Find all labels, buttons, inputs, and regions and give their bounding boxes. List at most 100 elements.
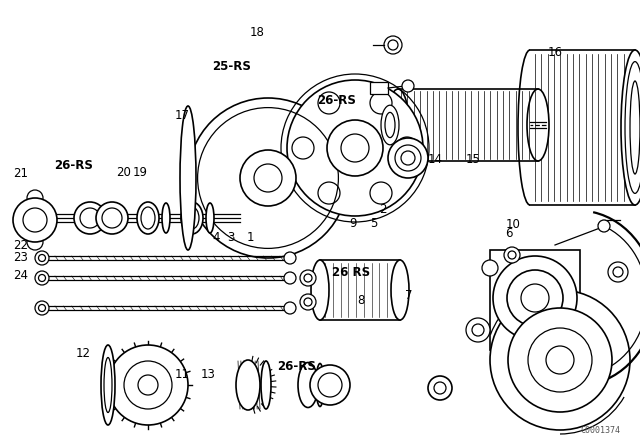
Circle shape [395, 145, 421, 171]
Circle shape [287, 80, 423, 216]
Text: 2: 2 [380, 203, 387, 216]
Circle shape [96, 202, 128, 234]
Circle shape [124, 361, 172, 409]
Circle shape [507, 270, 563, 326]
Ellipse shape [625, 62, 640, 194]
Text: 3: 3 [227, 231, 235, 244]
Circle shape [38, 275, 45, 281]
Circle shape [304, 274, 312, 282]
Text: 9: 9 [349, 216, 356, 230]
Circle shape [546, 346, 574, 374]
Ellipse shape [137, 202, 159, 234]
Text: 10: 10 [506, 217, 520, 231]
Circle shape [490, 290, 630, 430]
Circle shape [472, 324, 484, 336]
Ellipse shape [104, 358, 112, 413]
Ellipse shape [318, 182, 340, 204]
Ellipse shape [311, 260, 329, 320]
Ellipse shape [206, 203, 214, 233]
Text: 15: 15 [466, 152, 481, 166]
Ellipse shape [318, 92, 340, 114]
Circle shape [493, 256, 577, 340]
Text: 5: 5 [370, 216, 378, 230]
Circle shape [598, 220, 610, 232]
Text: 26-RS: 26-RS [54, 159, 93, 172]
Circle shape [300, 294, 316, 310]
Ellipse shape [621, 50, 640, 205]
Circle shape [284, 272, 296, 284]
Circle shape [254, 164, 282, 192]
Ellipse shape [101, 345, 115, 425]
Text: 26-RS: 26-RS [277, 360, 316, 373]
Circle shape [434, 382, 446, 394]
Ellipse shape [630, 81, 640, 174]
Text: 16: 16 [547, 46, 562, 60]
Ellipse shape [381, 105, 399, 145]
Ellipse shape [292, 137, 314, 159]
Text: 21: 21 [13, 167, 28, 181]
Text: 14: 14 [428, 152, 442, 166]
Circle shape [318, 373, 342, 397]
Text: 26 RS: 26 RS [332, 266, 370, 279]
Circle shape [310, 365, 350, 405]
Text: C0001374: C0001374 [580, 426, 620, 435]
Text: 23: 23 [13, 251, 28, 264]
Circle shape [508, 251, 516, 259]
Circle shape [341, 134, 369, 162]
Circle shape [138, 375, 158, 395]
Circle shape [35, 301, 49, 315]
Ellipse shape [527, 89, 549, 161]
Ellipse shape [181, 202, 203, 234]
Circle shape [108, 345, 188, 425]
Circle shape [327, 120, 383, 176]
Circle shape [300, 270, 316, 286]
Circle shape [508, 308, 612, 412]
Circle shape [521, 284, 549, 312]
Circle shape [428, 376, 452, 400]
Ellipse shape [370, 182, 392, 204]
Circle shape [402, 80, 414, 92]
Circle shape [102, 208, 122, 228]
Ellipse shape [141, 207, 155, 229]
Circle shape [613, 267, 623, 277]
Text: 11: 11 [175, 367, 189, 381]
Ellipse shape [370, 92, 392, 114]
Circle shape [304, 298, 312, 306]
Circle shape [35, 271, 49, 285]
Circle shape [23, 208, 47, 232]
Circle shape [38, 305, 45, 311]
Circle shape [528, 328, 592, 392]
Text: 20: 20 [116, 166, 131, 179]
Ellipse shape [396, 137, 418, 159]
Circle shape [482, 260, 498, 276]
Circle shape [388, 138, 428, 178]
Text: 25-RS: 25-RS [212, 60, 252, 73]
Ellipse shape [385, 112, 395, 138]
Circle shape [388, 40, 398, 50]
Circle shape [284, 252, 296, 264]
Circle shape [504, 247, 520, 263]
Circle shape [608, 262, 628, 282]
Circle shape [80, 208, 100, 228]
Text: 18: 18 [250, 26, 264, 39]
Text: 1: 1 [246, 231, 254, 244]
Ellipse shape [387, 89, 409, 161]
Text: 7: 7 [405, 289, 413, 302]
Circle shape [74, 202, 106, 234]
Text: 22: 22 [13, 239, 28, 252]
Circle shape [188, 98, 348, 258]
Circle shape [240, 150, 296, 206]
Text: 6: 6 [506, 227, 513, 241]
Text: 17: 17 [175, 109, 189, 122]
Ellipse shape [236, 360, 260, 410]
Ellipse shape [180, 106, 196, 250]
Text: 13: 13 [200, 367, 215, 381]
Ellipse shape [316, 363, 324, 406]
Ellipse shape [298, 362, 318, 408]
Text: 12: 12 [76, 346, 90, 360]
Circle shape [401, 151, 415, 165]
Text: 26-RS: 26-RS [317, 94, 356, 108]
Text: 4: 4 [212, 231, 220, 244]
Ellipse shape [391, 260, 409, 320]
Bar [490, 250, 580, 350]
